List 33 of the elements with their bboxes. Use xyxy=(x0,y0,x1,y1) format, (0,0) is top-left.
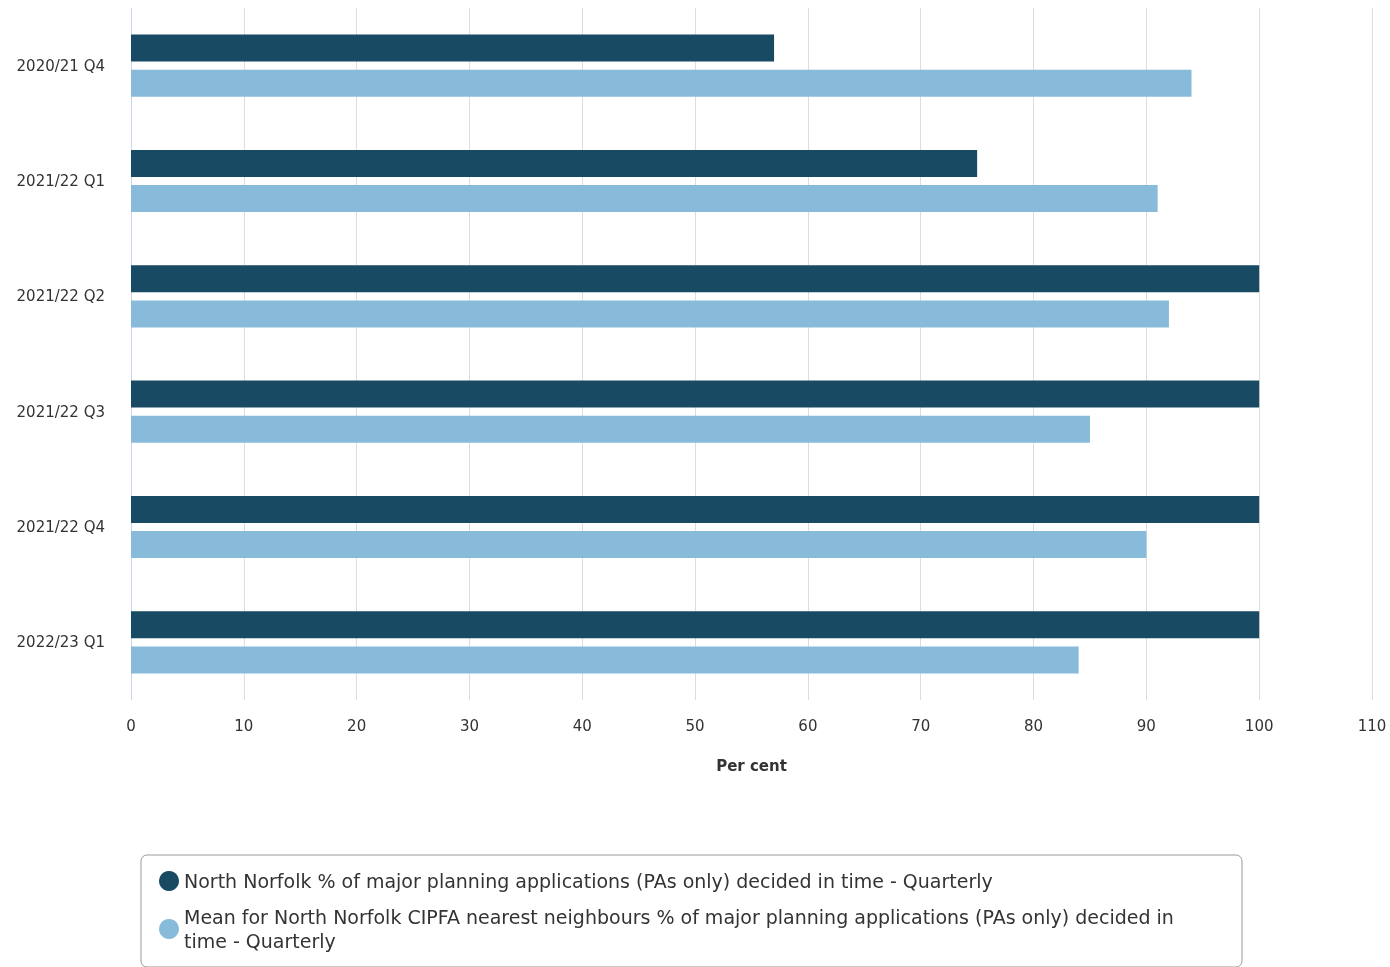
y-tick-label: 2021/22 Q2 xyxy=(16,287,105,306)
bar xyxy=(131,185,1158,213)
y-tick-label: 2020/21 Q4 xyxy=(16,56,105,75)
bar xyxy=(131,265,1260,293)
bar xyxy=(131,300,1169,328)
x-axis-title: Per cent xyxy=(716,756,787,775)
bar xyxy=(131,69,1192,97)
x-tick-label: 90 xyxy=(1136,716,1156,735)
bar xyxy=(131,149,978,177)
y-tick-label: 2021/22 Q4 xyxy=(16,518,105,536)
x-tick-label: 20 xyxy=(347,716,367,735)
x-tick-label: 110 xyxy=(1357,716,1387,735)
bar xyxy=(131,415,1090,443)
x-tick-label: 50 xyxy=(685,716,705,735)
bar xyxy=(131,531,1147,559)
x-tick-label: 70 xyxy=(911,716,931,735)
y-tick-label: 2021/22 Q1 xyxy=(16,172,105,190)
x-tick-label: 40 xyxy=(572,716,592,735)
bar xyxy=(131,611,1260,639)
legend-label: North Norfolk % of major planning applications (PAs only) decided in time - Quarterly xyxy=(184,870,993,892)
x-tick-label: 30 xyxy=(459,716,479,735)
bar xyxy=(131,495,1260,523)
x-tick-label: 100 xyxy=(1244,716,1274,735)
y-tick-label: 2022/23 Q1 xyxy=(16,633,105,652)
y-tick-label: 2021/22 Q3 xyxy=(16,402,105,421)
x-tick-label: 60 xyxy=(798,716,818,735)
bar xyxy=(131,380,1260,408)
x-tick-label: 80 xyxy=(1024,716,1044,735)
bar xyxy=(131,646,1079,674)
x-tick-label: 0 xyxy=(126,716,136,735)
x-tick-label: 10 xyxy=(234,716,254,735)
legend-label: Mean for North Norfolk CIPFA nearest neighbours % of major planning applications (PAs only) decided in time - Quarterly xyxy=(184,906,1180,952)
bar xyxy=(131,34,775,62)
